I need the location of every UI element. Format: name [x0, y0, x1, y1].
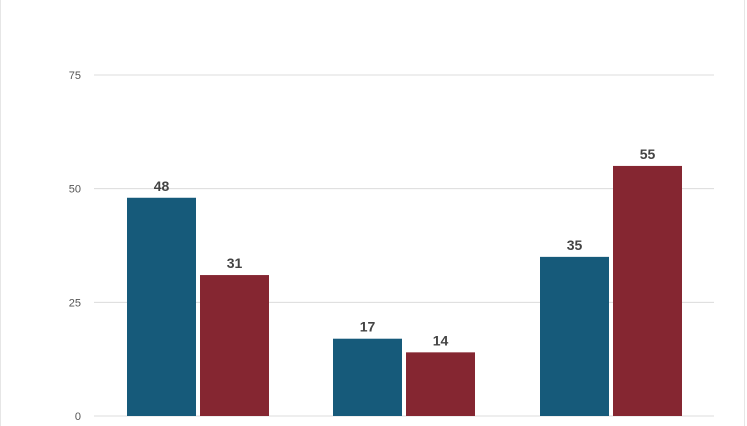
data-label-group1-series2: 31	[227, 255, 243, 271]
bar-group2-series2	[406, 352, 475, 416]
y-tick-label-75: 75	[69, 70, 81, 82]
grid-lines	[94, 74, 714, 417]
data-label-group2-series1: 17	[360, 319, 376, 335]
bar-group2-series1	[333, 338, 402, 416]
bar-group3-series1	[540, 256, 609, 416]
bar-group1-series2	[200, 275, 269, 416]
bars-group	[127, 165, 682, 416]
bar-group3-series2	[613, 165, 682, 416]
y-tick-label-25: 25	[69, 297, 81, 309]
y-axis-labels: 0 25 50 75	[69, 70, 81, 423]
y-tick-label-50: 50	[69, 184, 81, 196]
y-tick-label-0: 0	[75, 411, 81, 423]
data-label-group1-series1: 48	[154, 178, 170, 194]
data-label-group2-series2: 14	[433, 332, 449, 348]
bar-group1-series1	[127, 197, 196, 416]
data-labels-group: 48 31 17 14 35 55	[154, 146, 656, 348]
data-label-group3-series1: 35	[567, 237, 583, 253]
data-label-group3-series2: 55	[640, 146, 656, 162]
